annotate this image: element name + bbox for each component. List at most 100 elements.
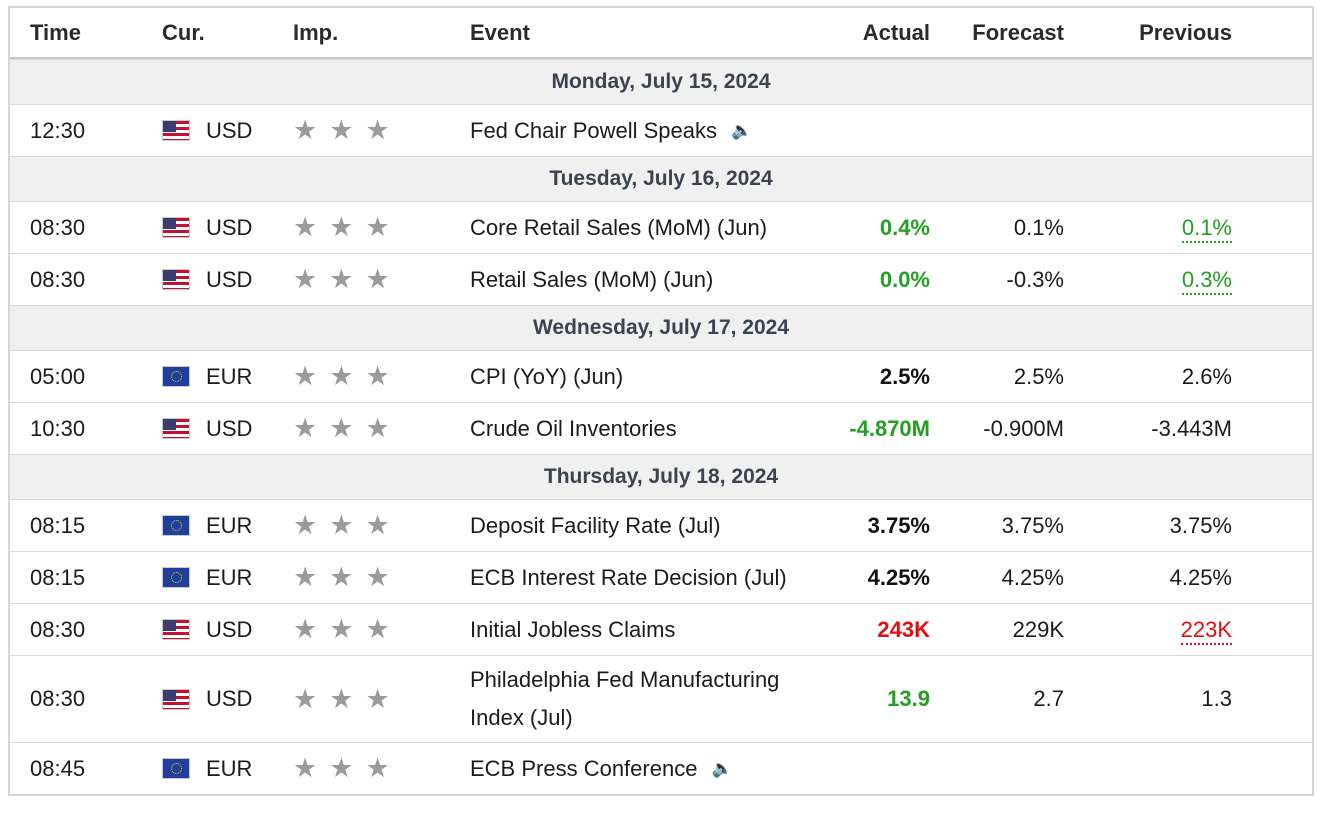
us-flag-icon <box>162 120 190 141</box>
event-previous-cell: 1.3 <box>1064 686 1232 712</box>
event-time: 08:30 <box>30 266 86 292</box>
event-name-link[interactable]: Initial Jobless Claims <box>470 616 676 642</box>
header-time[interactable]: Time <box>30 19 81 45</box>
event-row[interactable]: 05:00 EUR ★ ★ ★ CPI (YoY) (Jun) 2.5% 2.5… <box>10 350 1312 402</box>
event-time: 05:00 <box>30 363 86 389</box>
event-forecast: 229K <box>1012 616 1064 642</box>
star-icon: ★ <box>293 361 318 391</box>
importance-rating: ★ ★ ★ <box>293 363 470 390</box>
header-previous[interactable]: Previous <box>1139 19 1232 45</box>
event-name-cell: Deposit Facility Rate (Jul) <box>470 507 830 545</box>
currency-code: EUR <box>206 363 253 389</box>
event-name-link[interactable]: CPI (YoY) (Jun) <box>470 363 624 389</box>
event-row[interactable]: 08:15 EUR ★ ★ ★ Deposit Facility Rate (J… <box>10 499 1312 551</box>
star-icon: ★ <box>365 212 390 242</box>
event-previous-cell: 3.75% <box>1064 513 1232 539</box>
importance-rating: ★ ★ ★ <box>293 564 470 591</box>
event-time: 08:30 <box>30 686 86 711</box>
event-forecast: 0.1% <box>1013 214 1064 240</box>
event-row[interactable]: 10:30 USD ★ ★ ★ Crude Oil Inventories -4… <box>10 402 1312 454</box>
event-name-link[interactable]: Deposit Facility Rate (Jul) <box>470 512 721 538</box>
star-icon: ★ <box>365 562 390 592</box>
star-icon: ★ <box>365 264 390 294</box>
event-row[interactable]: 08:30 USD ★ ★ ★ Core Retail Sales (MoM) … <box>10 201 1312 253</box>
star-icon: ★ <box>293 562 318 592</box>
event-row[interactable]: 08:30 USD ★ ★ ★ Initial Jobless Claims 2… <box>10 603 1312 655</box>
event-name-link[interactable]: Core Retail Sales (MoM) (Jun) <box>470 214 768 240</box>
event-time: 08:30 <box>30 214 86 240</box>
star-icon: ★ <box>365 683 390 714</box>
event-actual: 0.4% <box>879 214 930 240</box>
star-icon: ★ <box>293 510 318 540</box>
event-previous[interactable]: 0.3% <box>1181 266 1232 295</box>
event-actual: 243K <box>877 616 930 642</box>
event-currency: EUR <box>162 756 293 782</box>
star-icon: ★ <box>329 683 354 714</box>
star-icon: ★ <box>329 115 354 145</box>
event-name-link[interactable]: ECB Interest Rate Decision (Jul) <box>470 564 787 590</box>
star-icon: ★ <box>329 614 354 644</box>
event-name-link[interactable]: Fed Chair Powell Speaks <box>470 117 718 143</box>
day-header-row: Wednesday, July 17, 2024 <box>10 305 1312 350</box>
event-currency: EUR <box>162 364 293 390</box>
event-forecast: 4.25% <box>1001 564 1064 590</box>
event-name-link[interactable]: Retail Sales (MoM) (Jun) <box>470 266 714 292</box>
us-flag-icon <box>162 269 190 290</box>
importance-rating: ★ ★ ★ <box>293 755 470 782</box>
table-header: Time Cur. Imp. Event Actual Forecast Pre… <box>10 8 1312 59</box>
event-forecast: -0.3% <box>1006 266 1064 292</box>
event-row[interactable]: 08:45 EUR ★ ★ ★ ECB Press Conference 🔈 <box>10 742 1312 794</box>
us-flag-icon <box>162 217 190 238</box>
event-previous-cell: 0.3% <box>1064 266 1232 295</box>
event-currency: USD <box>162 215 293 241</box>
event-currency: EUR <box>162 565 293 591</box>
star-icon: ★ <box>329 212 354 242</box>
event-forecast: -0.900M <box>983 415 1064 441</box>
header-event[interactable]: Event <box>470 19 530 45</box>
event-row[interactable]: 12:30 USD ★ ★ ★ Fed Chair Powell Speaks … <box>10 104 1312 156</box>
importance-rating: ★ ★ ★ <box>293 266 470 293</box>
star-icon: ★ <box>293 683 318 714</box>
star-icon: ★ <box>329 753 354 783</box>
event-name-cell: Fed Chair Powell Speaks 🔈 <box>470 112 830 150</box>
event-currency: USD <box>162 686 293 712</box>
star-icon: ★ <box>365 361 390 391</box>
event-name-cell: Retail Sales (MoM) (Jun) <box>470 261 830 299</box>
header-currency[interactable]: Cur. <box>162 19 205 45</box>
day-header-row: Tuesday, July 16, 2024 <box>10 156 1312 201</box>
event-row[interactable]: 08:30 USD ★ ★ ★ Retail Sales (MoM) (Jun)… <box>10 253 1312 305</box>
event-row[interactable]: 08:30 USD ★ ★ ★ Philadelphia Fed Manufac… <box>10 655 1312 742</box>
event-previous[interactable]: 0.1% <box>1181 214 1232 243</box>
importance-rating: ★ ★ ★ <box>293 616 470 643</box>
currency-code: EUR <box>206 564 253 590</box>
event-previous: 2.6% <box>1181 363 1232 389</box>
event-forecast: 3.75% <box>1001 512 1064 538</box>
us-flag-icon <box>162 418 190 439</box>
event-previous-cell: -3.443M <box>1064 416 1232 442</box>
star-icon: ★ <box>293 614 318 644</box>
event-actual: -4.870M <box>849 415 930 441</box>
event-currency: USD <box>162 118 293 144</box>
currency-code: USD <box>206 117 253 143</box>
event-time: 08:15 <box>30 512 86 538</box>
event-name-link[interactable]: Crude Oil Inventories <box>470 415 677 441</box>
event-name-link[interactable]: ECB Press Conference <box>470 755 698 781</box>
header-actual[interactable]: Actual <box>862 19 930 45</box>
importance-rating: ★ ★ ★ <box>293 415 470 442</box>
importance-rating: ★ ★ ★ <box>293 214 470 241</box>
event-currency: USD <box>162 416 293 442</box>
star-icon: ★ <box>329 264 354 294</box>
speaker-icon: 🔈 <box>731 120 753 140</box>
star-icon: ★ <box>329 361 354 391</box>
event-time: 10:30 <box>30 415 86 441</box>
event-previous[interactable]: 223K <box>1180 616 1232 645</box>
event-row[interactable]: 08:15 EUR ★ ★ ★ ECB Interest Rate Decisi… <box>10 551 1312 603</box>
event-name-cell: Crude Oil Inventories <box>470 410 830 448</box>
event-actual: 13.9 <box>887 686 930 711</box>
star-icon: ★ <box>365 115 390 145</box>
speaker-icon: 🔈 <box>711 758 733 778</box>
currency-code: EUR <box>206 755 253 781</box>
event-name-link[interactable]: Philadelphia Fed Manufacturing Index (Ju… <box>470 667 780 730</box>
header-importance[interactable]: Imp. <box>293 19 339 45</box>
header-forecast[interactable]: Forecast <box>972 19 1064 45</box>
